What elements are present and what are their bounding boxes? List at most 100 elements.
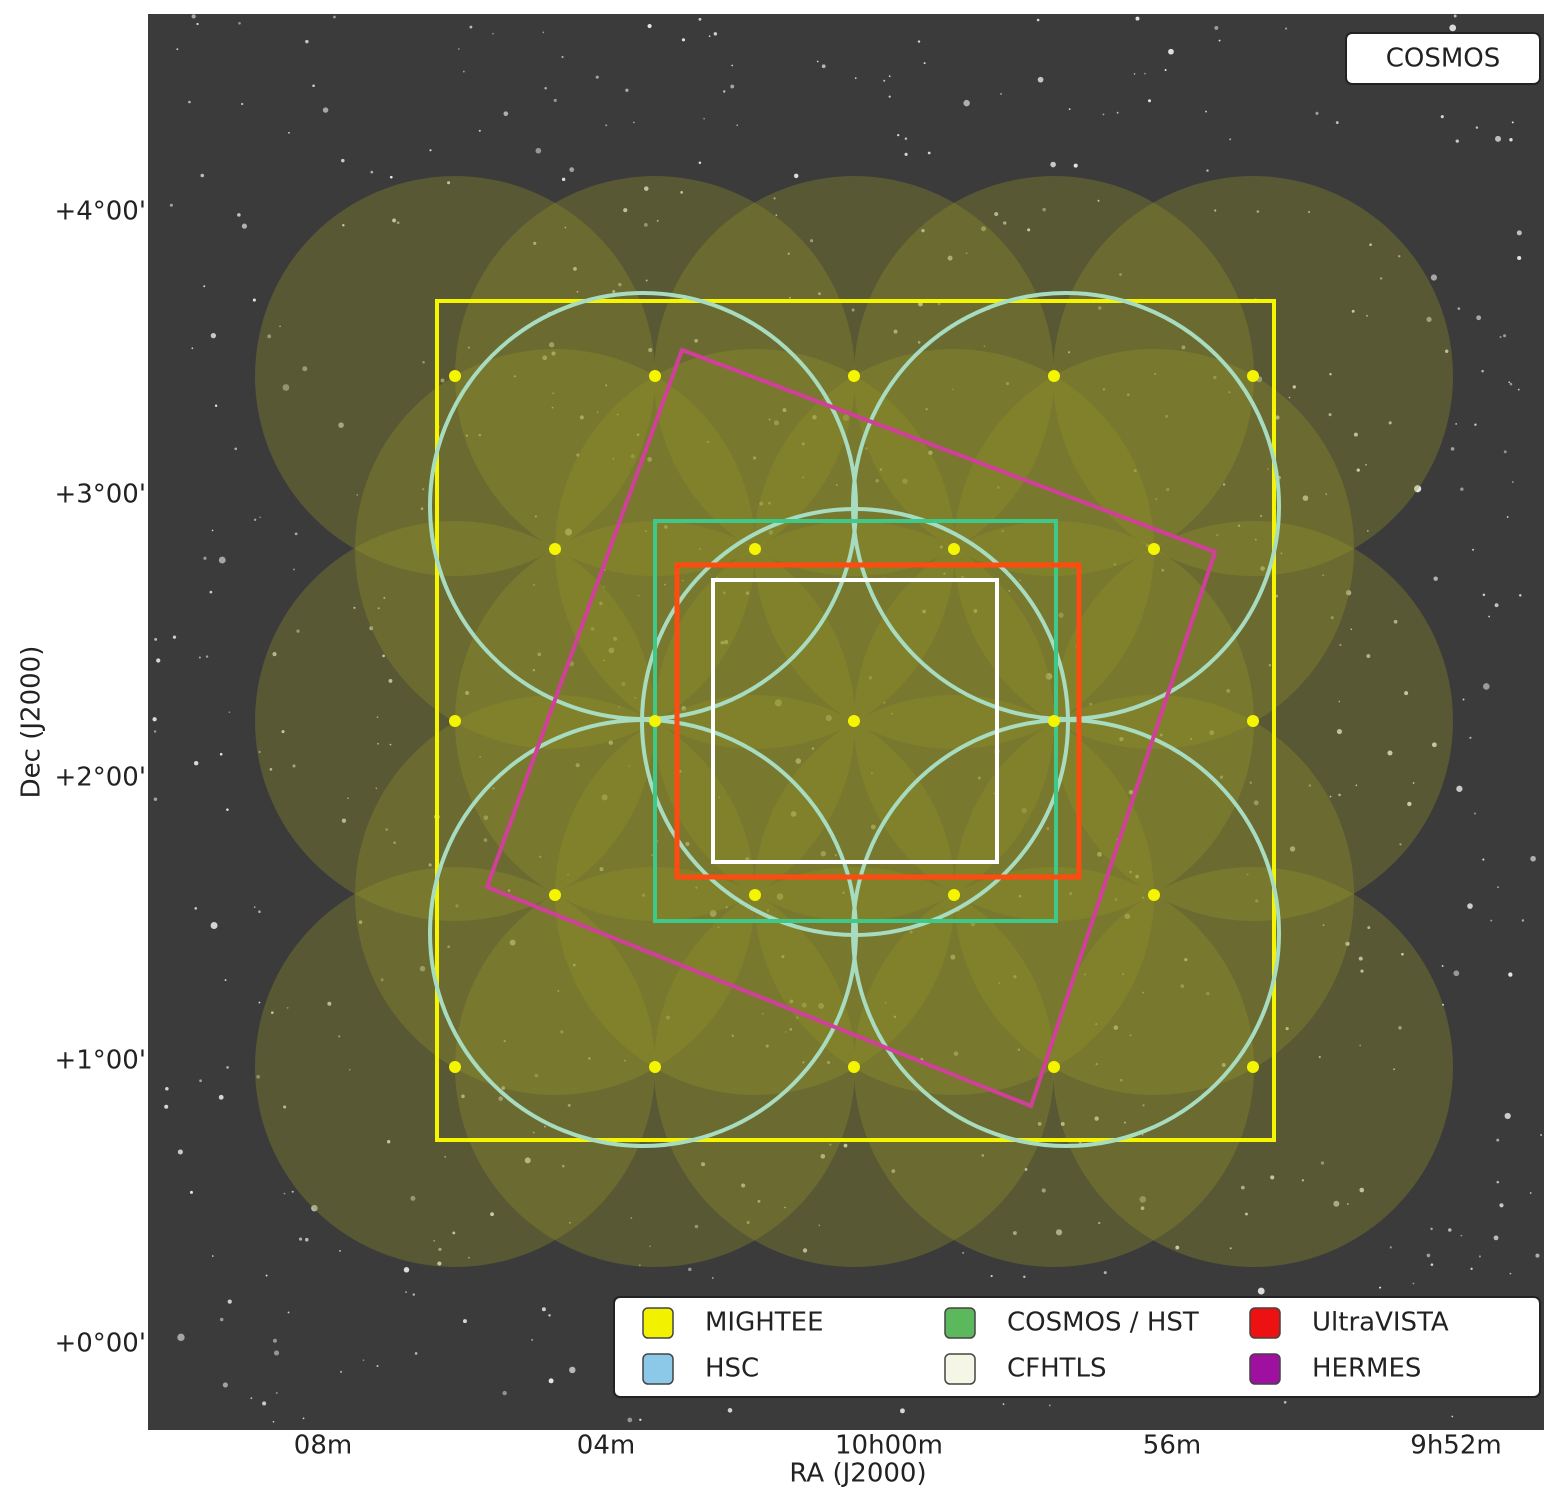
legend-label: HSC bbox=[705, 1354, 759, 1384]
star bbox=[1483, 683, 1490, 690]
star bbox=[1517, 230, 1522, 235]
star bbox=[212, 1255, 214, 1257]
star bbox=[712, 1277, 714, 1279]
star bbox=[625, 89, 628, 92]
star bbox=[340, 1371, 342, 1373]
x-tick-label: 10h00m bbox=[835, 1431, 943, 1461]
legend-swatch bbox=[1250, 1308, 1280, 1338]
star bbox=[1284, 1401, 1287, 1404]
pointing-centre bbox=[948, 543, 960, 555]
star bbox=[225, 979, 227, 981]
star bbox=[404, 1267, 409, 1272]
legend-swatch bbox=[945, 1308, 975, 1338]
star bbox=[210, 591, 213, 594]
star bbox=[1000, 93, 1002, 95]
star bbox=[1460, 488, 1463, 491]
star bbox=[855, 77, 857, 79]
star bbox=[1165, 69, 1167, 71]
star bbox=[1519, 594, 1521, 596]
star bbox=[170, 204, 173, 207]
pointing-centre bbox=[1247, 1061, 1259, 1073]
star bbox=[413, 1293, 415, 1295]
star bbox=[156, 658, 160, 662]
star bbox=[554, 99, 557, 102]
star bbox=[561, 56, 563, 58]
star bbox=[536, 148, 542, 154]
star bbox=[1499, 336, 1501, 338]
star bbox=[429, 149, 431, 151]
star bbox=[1379, 1287, 1381, 1289]
star bbox=[154, 797, 157, 800]
star bbox=[1427, 1254, 1431, 1258]
star bbox=[305, 1238, 309, 1242]
star bbox=[1505, 1113, 1511, 1119]
star bbox=[176, 48, 178, 50]
pointing-centre bbox=[1048, 370, 1060, 382]
star bbox=[731, 65, 733, 67]
pointing-centre bbox=[449, 715, 461, 727]
star bbox=[1390, 1246, 1392, 1248]
pointing-centre bbox=[549, 543, 561, 555]
star bbox=[730, 85, 734, 89]
legend-label: COSMOS / HST bbox=[1007, 1308, 1199, 1338]
star bbox=[543, 32, 545, 34]
star bbox=[405, 1291, 407, 1293]
star bbox=[293, 569, 295, 571]
star bbox=[206, 655, 208, 657]
pointing-centre bbox=[848, 715, 860, 727]
star bbox=[905, 137, 908, 140]
pointing-centre bbox=[1247, 370, 1259, 382]
star bbox=[647, 24, 651, 28]
star bbox=[154, 730, 156, 732]
star bbox=[241, 103, 243, 105]
star bbox=[211, 922, 218, 929]
pointing-centre bbox=[948, 889, 960, 901]
star bbox=[1497, 886, 1499, 888]
star bbox=[1229, 138, 1231, 140]
star bbox=[1258, 1288, 1265, 1295]
star bbox=[200, 174, 204, 178]
pointing-centre bbox=[649, 715, 661, 727]
star bbox=[178, 1149, 183, 1154]
star bbox=[817, 61, 819, 63]
pointing-centre bbox=[848, 370, 860, 382]
pointing-centre bbox=[1048, 715, 1060, 727]
star bbox=[1499, 1203, 1503, 1207]
star bbox=[688, 1268, 692, 1272]
star bbox=[1003, 1403, 1005, 1405]
y-tick-label: +3°00' bbox=[54, 480, 146, 510]
star bbox=[502, 1391, 506, 1395]
star bbox=[1540, 1134, 1542, 1136]
star bbox=[196, 23, 198, 25]
pointing-centre bbox=[1148, 889, 1160, 901]
pointing-centre bbox=[649, 370, 661, 382]
star bbox=[470, 26, 473, 29]
star bbox=[299, 1238, 302, 1241]
star bbox=[1508, 972, 1512, 976]
star bbox=[390, 176, 393, 179]
star bbox=[699, 18, 702, 21]
star bbox=[1168, 49, 1174, 55]
star bbox=[1530, 1192, 1532, 1194]
star bbox=[154, 638, 157, 641]
star bbox=[1456, 140, 1459, 143]
star bbox=[1495, 136, 1501, 142]
star bbox=[1510, 383, 1513, 386]
star bbox=[1037, 19, 1040, 22]
star bbox=[1451, 1416, 1453, 1418]
star bbox=[1476, 315, 1481, 320]
star bbox=[822, 64, 826, 68]
star bbox=[341, 159, 344, 162]
star bbox=[333, 16, 336, 19]
star bbox=[295, 532, 298, 535]
star bbox=[1456, 786, 1462, 792]
star bbox=[1488, 616, 1490, 618]
star bbox=[1038, 77, 1044, 83]
star bbox=[492, 33, 494, 35]
star bbox=[1453, 970, 1459, 976]
star bbox=[1433, 576, 1437, 580]
star bbox=[288, 1311, 290, 1313]
star bbox=[1470, 1268, 1472, 1270]
star bbox=[1472, 549, 1474, 551]
star bbox=[1508, 381, 1510, 383]
